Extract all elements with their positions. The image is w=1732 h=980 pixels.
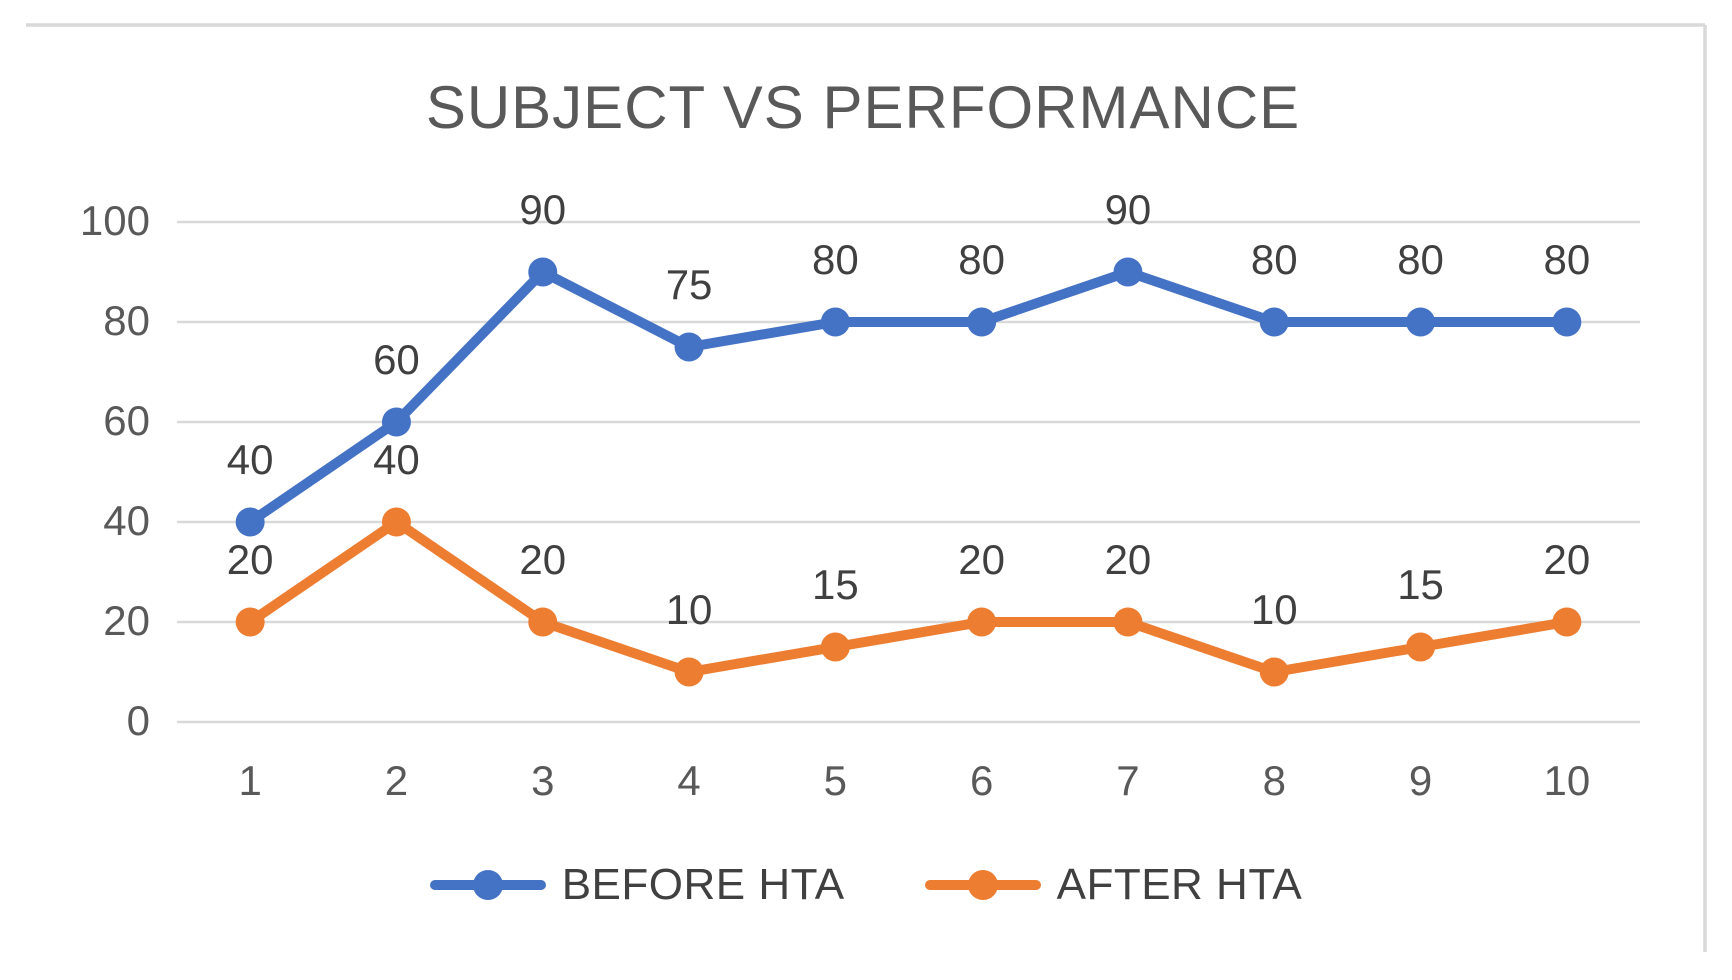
data-label: 80 [1251, 236, 1298, 283]
series-line [245, 517, 1572, 677]
legend-item-after-hta: AFTER HTA [924, 860, 1303, 910]
data-point-marker [1259, 307, 1289, 337]
data-point-marker [528, 607, 558, 637]
data-label: 40 [373, 436, 420, 483]
data-point-marker [1113, 257, 1143, 287]
data-point-marker [381, 407, 411, 437]
data-point-marker [1259, 657, 1289, 687]
data-point-marker [967, 307, 997, 337]
y-tick-label: 100 [80, 197, 150, 244]
data-point-marker [1552, 607, 1582, 637]
data-point-marker [820, 307, 850, 337]
data-point-marker [235, 607, 265, 637]
data-label: 90 [1105, 186, 1152, 233]
y-tick-label: 80 [103, 297, 150, 344]
series-lines [235, 257, 1582, 687]
series-line [245, 267, 1572, 527]
data-label: 20 [1105, 536, 1152, 583]
data-label: 60 [373, 336, 420, 383]
data-label: 80 [958, 236, 1005, 283]
data-point-marker [1406, 307, 1436, 337]
legend-item-before-hta: BEFORE HTA [429, 860, 845, 910]
legend-line-marker-icon [924, 870, 1041, 900]
data-label: 75 [666, 261, 713, 308]
y-tick-label: 20 [103, 597, 150, 644]
x-tick-label: 1 [238, 757, 261, 804]
x-tick-label: 2 [385, 757, 408, 804]
x-tick-label: 5 [824, 757, 847, 804]
y-tick-label: 0 [127, 697, 150, 744]
data-point-marker [1552, 307, 1582, 337]
data-label: 80 [812, 236, 859, 283]
y-axis-tick-labels: 0 20 40 60 80 100 [80, 197, 150, 744]
data-point-marker [381, 507, 411, 537]
chart-frame-border [26, 23, 1707, 952]
x-axis-tick-labels: 1 2 3 4 5 6 7 8 9 10 [238, 757, 1590, 804]
legend-dot-icon [472, 870, 503, 900]
data-point-marker [820, 632, 850, 662]
data-point-marker [1406, 632, 1436, 662]
x-tick-label: 3 [531, 757, 554, 804]
data-point-marker [674, 332, 704, 362]
data-label: 20 [227, 536, 274, 583]
data-point-marker [967, 607, 997, 637]
x-tick-label: 4 [677, 757, 700, 804]
data-labels: 40 60 90 75 80 80 90 80 80 80 20 40 20 10 15 20 20 10 15 20 [227, 186, 1590, 633]
data-point-marker [674, 657, 704, 687]
data-label: 40 [227, 436, 274, 483]
data-label: 80 [1543, 236, 1590, 283]
legend-label-after-hta: AFTER HTA [1056, 860, 1303, 909]
x-tick-label: 6 [970, 757, 993, 804]
x-tick-label: 7 [1116, 757, 1139, 804]
data-label: 20 [958, 536, 1005, 583]
data-point-marker [1113, 607, 1143, 637]
data-label: 15 [812, 561, 859, 608]
legend-line-marker-icon [429, 870, 546, 900]
y-tick-label: 60 [103, 397, 150, 444]
data-label: 15 [1397, 561, 1444, 608]
y-tick-label: 40 [103, 497, 150, 544]
x-tick-label: 9 [1409, 757, 1432, 804]
data-label: 20 [519, 536, 566, 583]
legend-label-before-hta: BEFORE HTA [561, 860, 845, 909]
data-point-marker [528, 257, 558, 287]
data-label: 90 [519, 186, 566, 233]
data-label: 10 [1251, 586, 1298, 633]
x-tick-label: 10 [1543, 757, 1590, 804]
data-label: 20 [1543, 536, 1590, 583]
data-point-marker [235, 507, 265, 537]
legend: BEFORE HTA AFTER HTA [0, 860, 1732, 910]
data-label: 10 [666, 586, 713, 633]
x-tick-label: 8 [1263, 757, 1286, 804]
legend-dot-icon [967, 870, 998, 900]
chart-title: SUBJECT VS PERFORMANCE [426, 74, 1300, 141]
data-label: 80 [1397, 236, 1444, 283]
